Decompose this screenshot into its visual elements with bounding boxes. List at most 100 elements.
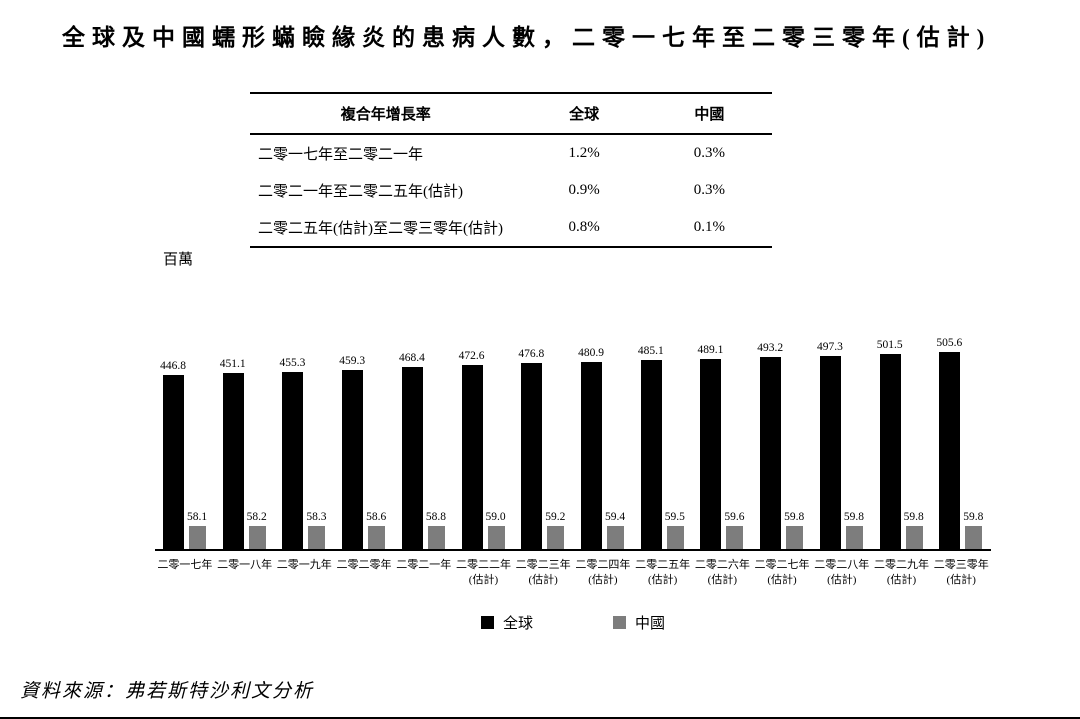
bar-value-label: 468.4: [398, 351, 425, 364]
x-axis-label: 二零二六年 (估計): [694, 559, 750, 587]
bar-china: [726, 525, 744, 549]
legend-label-global: 全球: [502, 616, 533, 632]
bar-global: [342, 370, 364, 549]
bar-value-label: 459.3: [339, 355, 366, 368]
bar-value-label: 501.5: [876, 338, 903, 351]
bar-china: [487, 526, 505, 549]
bar-value-label: 58.8: [425, 511, 446, 524]
bar-global: [521, 363, 543, 549]
bar-group: 459.3 58.6: [334, 333, 394, 549]
chart-plot: 446.8 58.1 451.1 58.2 455.3 58.3 459.3 58.6 468.…: [155, 333, 991, 551]
bar-value-label: 493.2: [757, 342, 784, 355]
bar-global: [581, 361, 603, 549]
bar-china: [905, 525, 923, 549]
period-cell: 二零一七年至二零二一年: [258, 147, 424, 163]
bar-group: 455.3 58.3: [274, 333, 334, 549]
bar-value-label: 476.8: [518, 348, 545, 361]
bar-value-label: 505.6: [936, 337, 963, 350]
bar-global: [222, 373, 244, 549]
bar-group: 493.2 59.8: [752, 333, 812, 549]
table-row: 二零二一年至二零二五年(估計) 0.9% 0.3%: [250, 172, 772, 209]
bar-value-label: 59.8: [784, 510, 805, 523]
bar-group: 476.8 59.2: [513, 333, 573, 549]
bar-china: [607, 525, 625, 549]
bar-value-label: 59.2: [545, 511, 566, 523]
bar-value-label: 59.6: [724, 510, 745, 523]
y-axis-unit-label: 百萬: [163, 252, 194, 268]
bar-group: 501.5 59.8: [872, 333, 932, 549]
bar-global: [819, 355, 841, 549]
bar-china: [965, 525, 983, 549]
bar-value-label: 455.3: [279, 356, 306, 369]
bar-global: [879, 353, 901, 549]
table-header-cagr: 複合年增長率: [250, 93, 522, 135]
table-header-row: 複合年增長率 全球 中國: [250, 93, 772, 135]
bar-value-label: 59.8: [843, 510, 864, 523]
x-axis-label: 二零二一年: [396, 559, 452, 571]
bar-value-label: 59.5: [664, 510, 685, 523]
source-note: 資料來源：弗若斯特沙利文分析: [20, 681, 315, 702]
bar-value-label: 58.6: [366, 511, 387, 524]
bar-global: [760, 357, 782, 549]
x-axis-label: 二零二二年 (估計): [455, 559, 511, 587]
bar-value-label: 489.1: [697, 343, 724, 356]
bar-global: [939, 352, 961, 549]
bar-group: 485.1 59.5: [633, 333, 693, 549]
bar-value-label: 480.9: [578, 346, 604, 359]
bar-value-label: 497.3: [816, 340, 843, 353]
bar-china: [666, 525, 684, 549]
x-axis-label: 二零三零年 (估計): [933, 559, 989, 587]
x-axis-label: 二零二三年 (估計): [515, 559, 571, 587]
bar-value-label: 59.8: [963, 510, 984, 523]
x-axis-label: 二零二五年 (估計): [635, 559, 691, 587]
global-value-cell: 0.9%: [568, 182, 600, 198]
bar-chart: 446.8 58.1 451.1 58.2 455.3 58.3 459.3 58.6 468.…: [155, 333, 991, 589]
x-axis-label: 二零二零年: [336, 559, 392, 571]
bar-group: 480.9 59.4: [573, 333, 633, 549]
period-cell: 二零二一年至二零二五年(估計): [258, 184, 463, 200]
legend-swatch: [613, 616, 626, 629]
bar-china: [427, 526, 445, 549]
bar-group: 497.3 59.8: [812, 333, 872, 549]
bar-global: [700, 358, 722, 549]
bar-group: 505.6 59.8: [931, 333, 991, 549]
bar-value-label: 59.4: [604, 510, 626, 523]
legend-swatch: [480, 616, 494, 629]
bar-china: [308, 526, 326, 549]
table-header-global: 全球: [521, 93, 647, 135]
chart-legend: 全球 中國: [155, 612, 991, 633]
bar-value-label: 58.2: [246, 511, 267, 524]
bar-china: [248, 526, 266, 549]
bar-value-label: 58.1: [186, 511, 208, 524]
x-axis-label: 二零二八年 (估計): [814, 559, 870, 587]
bar-global: [282, 371, 304, 549]
global-value-cell: 1.2%: [568, 145, 600, 161]
china-value-cell: 0.3%: [693, 182, 725, 198]
bar-china: [189, 526, 206, 549]
page-title: 全球及中國蠕形蟎瞼緣炎的患病人數，二零一七年至二零三零年(估計): [62, 25, 992, 50]
bar-group: 451.1 58.2: [215, 333, 275, 549]
legend-label-china: 中國: [635, 616, 666, 632]
china-value-cell: 0.3%: [693, 145, 725, 161]
x-axis-label: 二零二四年 (估計): [575, 559, 631, 587]
bar-value-label: 472.6: [458, 350, 485, 363]
bar-value-label: 485.1: [637, 345, 664, 358]
x-axis-label: 二零一九年: [276, 559, 332, 571]
x-axis-label: 二零二九年 (估計): [873, 559, 929, 587]
legend-item-china: 中國: [613, 612, 665, 633]
period-cell: 二零二五年(估計)至二零三零年(估計): [258, 221, 503, 237]
legend-item-global: 全球: [480, 612, 533, 633]
bar-value-label: 59.0: [485, 511, 506, 523]
bar-china: [786, 525, 804, 549]
bar-global: [401, 366, 423, 549]
cagr-table: 複合年增長率 全球 中國 二零一七年至二零二一年 1.2% 0.3% 二零二一年…: [250, 92, 772, 248]
x-axis-label: 二零二七年 (估計): [754, 559, 810, 587]
table-row: 二零一七年至二零二一年 1.2% 0.3%: [250, 134, 772, 172]
bar-group: 472.6 59.0: [454, 333, 514, 549]
bar-china: [845, 525, 863, 549]
bar-china: [368, 526, 386, 549]
x-axis-label: 二零一七年: [157, 559, 213, 571]
bar-value-label: 59.8: [903, 510, 924, 523]
x-axis-label: 二零一八年: [217, 559, 273, 571]
